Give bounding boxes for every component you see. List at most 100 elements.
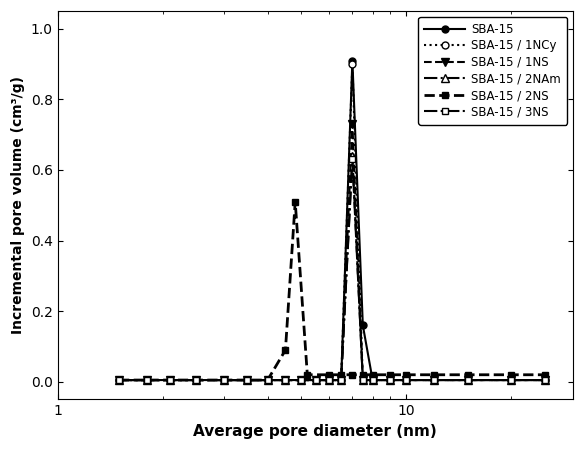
SBA-15 / 1NS [282, 378, 289, 383]
SBA-15 / 1NCy [338, 378, 345, 383]
SBA-15 [221, 378, 228, 383]
SBA-15 / 2NAm [403, 378, 410, 383]
SBA-15 / 3NS [387, 378, 394, 383]
Line: SBA-15: SBA-15 [116, 57, 549, 383]
SBA-15 / 2NS [369, 372, 376, 378]
SBA-15 / 1NCy [508, 378, 515, 383]
Line: SBA-15 / 1NS: SBA-15 / 1NS [115, 120, 550, 384]
Y-axis label: Incremental pore volume (cm³/g): Incremental pore volume (cm³/g) [11, 76, 25, 334]
SBA-15 [359, 323, 366, 328]
SBA-15 [282, 378, 289, 383]
SBA-15 [325, 378, 332, 383]
SBA-15 / 1NS [542, 378, 549, 383]
SBA-15 / 3NS [430, 378, 437, 383]
SBA-15 / 3NS [264, 378, 271, 383]
SBA-15 / 1NCy [542, 378, 549, 383]
SBA-15 / 1NS [221, 378, 228, 383]
SBA-15 / 3NS [116, 378, 123, 383]
SBA-15 / 2NS [193, 378, 200, 383]
SBA-15 / 1NS [116, 378, 123, 383]
SBA-15 / 1NCy [264, 378, 271, 383]
SBA-15 / 2NAm [508, 378, 515, 383]
SBA-15 / 2NAm [193, 378, 200, 383]
SBA-15 / 1NS [264, 378, 271, 383]
SBA-15 [143, 378, 150, 383]
SBA-15 / 3NS [542, 378, 549, 383]
SBA-15 / 2NS [359, 372, 366, 378]
SBA-15 / 1NS [193, 378, 200, 383]
SBA-15 / 1NCy [244, 378, 251, 383]
SBA-15 / 1NS [403, 378, 410, 383]
Line: SBA-15 / 2NAm: SBA-15 / 2NAm [115, 152, 550, 384]
SBA-15 / 2NAm [387, 378, 394, 383]
SBA-15 / 2NS [244, 378, 251, 383]
SBA-15 / 1NCy [387, 378, 394, 383]
SBA-15 / 2NS [349, 372, 356, 378]
SBA-15 / 1NS [349, 122, 356, 127]
SBA-15 / 2NS [291, 199, 298, 204]
SBA-15 / 2NAm [338, 378, 345, 383]
SBA-15 / 2NS [304, 372, 311, 378]
SBA-15 / 3NS [193, 378, 200, 383]
SBA-15 [116, 378, 123, 383]
SBA-15 / 1NCy [298, 378, 305, 383]
SBA-15 / 3NS [508, 378, 515, 383]
SBA-15 / 1NCy [369, 378, 376, 383]
SBA-15 / 3NS [349, 157, 356, 162]
SBA-15 / 1NCy [359, 378, 366, 383]
SBA-15 / 1NCy [282, 378, 289, 383]
SBA-15 / 2NS [143, 378, 150, 383]
SBA-15 / 2NS [325, 372, 332, 378]
SBA-15 [298, 378, 305, 383]
SBA-15 [244, 378, 251, 383]
SBA-15 / 2NAm [282, 378, 289, 383]
SBA-15 / 2NS [116, 378, 123, 383]
SBA-15 / 1NS [464, 378, 471, 383]
SBA-15 / 3NS [325, 378, 332, 383]
SBA-15 / 2NAm [359, 378, 366, 383]
SBA-15 / 3NS [221, 378, 228, 383]
Line: SBA-15 / 3NS: SBA-15 / 3NS [116, 156, 549, 383]
SBA-15 / 2NAm [369, 378, 376, 383]
SBA-15 / 2NAm [116, 378, 123, 383]
Line: SBA-15 / 1NCy: SBA-15 / 1NCy [116, 61, 549, 383]
SBA-15 / 2NAm [221, 378, 228, 383]
SBA-15 [166, 378, 173, 383]
SBA-15 / 2NAm [298, 378, 305, 383]
SBA-15 / 1NS [143, 378, 150, 383]
SBA-15 [464, 378, 471, 383]
SBA-15 / 3NS [338, 378, 345, 383]
SBA-15 / 2NAm [430, 378, 437, 383]
SBA-15 / 1NS [312, 378, 319, 383]
SBA-15 / 2NAm [542, 378, 549, 383]
SBA-15 [369, 378, 376, 383]
SBA-15 / 3NS [244, 378, 251, 383]
SBA-15 / 3NS [166, 378, 173, 383]
SBA-15 / 3NS [298, 378, 305, 383]
SBA-15 / 3NS [312, 378, 319, 383]
SBA-15 / 1NS [244, 378, 251, 383]
SBA-15 / 1NCy [143, 378, 150, 383]
SBA-15 / 2NS [430, 372, 437, 378]
SBA-15 / 2NAm [244, 378, 251, 383]
SBA-15 [193, 378, 200, 383]
SBA-15 / 3NS [403, 378, 410, 383]
SBA-15 / 1NS [508, 378, 515, 383]
SBA-15 / 2NS [338, 372, 345, 378]
SBA-15 / 1NCy [312, 378, 319, 383]
SBA-15 / 2NAm [264, 378, 271, 383]
SBA-15 / 2NS [387, 372, 394, 378]
SBA-15 [508, 378, 515, 383]
SBA-15 / 1NCy [116, 378, 123, 383]
SBA-15 / 1NS [430, 378, 437, 383]
SBA-15 / 1NS [325, 378, 332, 383]
SBA-15 / 3NS [282, 378, 289, 383]
Legend: SBA-15, SBA-15 / 1NCy, SBA-15 / 1NS, SBA-15 / 2NAm, SBA-15 / 2NS, SBA-15 / 3NS: SBA-15, SBA-15 / 1NCy, SBA-15 / 1NS, SBA… [418, 17, 567, 125]
SBA-15 / 1NCy [349, 61, 356, 67]
SBA-15 / 1NCy [166, 378, 173, 383]
SBA-15 / 1NS [166, 378, 173, 383]
SBA-15 / 1NCy [430, 378, 437, 383]
SBA-15 [349, 58, 356, 63]
SBA-15 / 1NS [369, 378, 376, 383]
SBA-15 / 1NCy [193, 378, 200, 383]
